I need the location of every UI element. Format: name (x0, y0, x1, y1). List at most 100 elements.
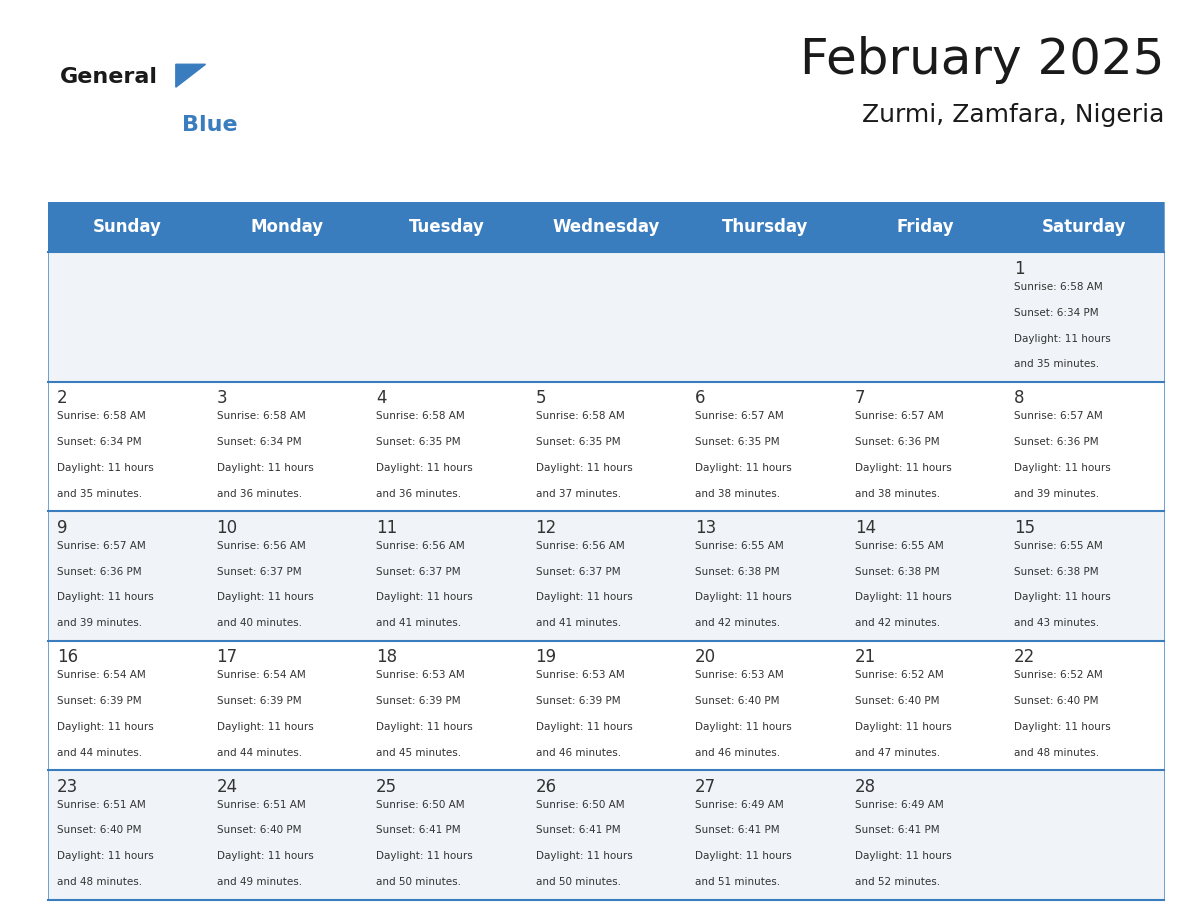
Text: Sunrise: 6:51 AM: Sunrise: 6:51 AM (216, 800, 305, 810)
Text: Sunday: Sunday (93, 218, 162, 236)
Text: 4: 4 (377, 389, 386, 408)
Text: Daylight: 11 hours: Daylight: 11 hours (536, 463, 632, 473)
Text: 21: 21 (854, 648, 876, 666)
Text: and 46 minutes.: and 46 minutes. (695, 748, 781, 757)
Text: Daylight: 11 hours: Daylight: 11 hours (536, 851, 632, 861)
Text: Sunrise: 6:56 AM: Sunrise: 6:56 AM (216, 541, 305, 551)
Text: 7: 7 (854, 389, 865, 408)
Bar (48, 511, 1164, 641)
Text: Daylight: 11 hours: Daylight: 11 hours (854, 592, 952, 602)
Text: Sunset: 6:37 PM: Sunset: 6:37 PM (377, 566, 461, 577)
Text: Sunset: 6:38 PM: Sunset: 6:38 PM (1015, 566, 1099, 577)
Text: Sunset: 6:41 PM: Sunset: 6:41 PM (536, 825, 620, 835)
Text: 1: 1 (1015, 260, 1025, 278)
Text: Daylight: 11 hours: Daylight: 11 hours (695, 463, 792, 473)
Text: Sunrise: 6:50 AM: Sunrise: 6:50 AM (536, 800, 624, 810)
Text: and 35 minutes.: and 35 minutes. (1015, 360, 1099, 369)
Text: 25: 25 (377, 778, 397, 796)
Text: 12: 12 (536, 519, 557, 537)
Text: Sunset: 6:37 PM: Sunset: 6:37 PM (216, 566, 302, 577)
Text: Daylight: 11 hours: Daylight: 11 hours (377, 851, 473, 861)
Text: Wednesday: Wednesday (552, 218, 659, 236)
Text: 15: 15 (1015, 519, 1035, 537)
Text: Sunrise: 6:58 AM: Sunrise: 6:58 AM (536, 411, 625, 421)
Text: Sunset: 6:35 PM: Sunset: 6:35 PM (536, 437, 620, 447)
Text: 19: 19 (536, 648, 557, 666)
Text: Sunset: 6:39 PM: Sunset: 6:39 PM (536, 696, 620, 706)
Text: and 36 minutes.: and 36 minutes. (377, 489, 461, 498)
Text: Daylight: 11 hours: Daylight: 11 hours (1015, 592, 1111, 602)
Text: Sunset: 6:41 PM: Sunset: 6:41 PM (695, 825, 779, 835)
Text: Sunset: 6:39 PM: Sunset: 6:39 PM (57, 696, 141, 706)
Text: and 43 minutes.: and 43 minutes. (1015, 619, 1099, 628)
Text: Sunrise: 6:58 AM: Sunrise: 6:58 AM (57, 411, 146, 421)
Text: and 50 minutes.: and 50 minutes. (536, 878, 620, 887)
Text: 18: 18 (377, 648, 397, 666)
Text: Daylight: 11 hours: Daylight: 11 hours (377, 463, 473, 473)
Text: Sunrise: 6:49 AM: Sunrise: 6:49 AM (695, 800, 784, 810)
Text: and 41 minutes.: and 41 minutes. (377, 619, 461, 628)
Text: Sunrise: 6:56 AM: Sunrise: 6:56 AM (377, 541, 465, 551)
Text: Daylight: 11 hours: Daylight: 11 hours (377, 722, 473, 732)
Text: and 48 minutes.: and 48 minutes. (57, 878, 143, 887)
Text: Sunset: 6:36 PM: Sunset: 6:36 PM (854, 437, 940, 447)
Text: Sunset: 6:36 PM: Sunset: 6:36 PM (57, 566, 141, 577)
Text: Daylight: 11 hours: Daylight: 11 hours (1015, 722, 1111, 732)
Text: 26: 26 (536, 778, 557, 796)
Text: Daylight: 11 hours: Daylight: 11 hours (57, 592, 153, 602)
Text: Sunrise: 6:53 AM: Sunrise: 6:53 AM (377, 670, 465, 680)
Text: 3: 3 (216, 389, 227, 408)
Text: 28: 28 (854, 778, 876, 796)
Text: and 37 minutes.: and 37 minutes. (536, 489, 621, 498)
Text: Friday: Friday (896, 218, 954, 236)
Text: Sunrise: 6:56 AM: Sunrise: 6:56 AM (536, 541, 625, 551)
Text: Sunset: 6:40 PM: Sunset: 6:40 PM (57, 825, 141, 835)
Text: 9: 9 (57, 519, 68, 537)
Text: 6: 6 (695, 389, 706, 408)
Text: 20: 20 (695, 648, 716, 666)
Text: Daylight: 11 hours: Daylight: 11 hours (854, 463, 952, 473)
Text: Monday: Monday (251, 218, 323, 236)
Text: Sunset: 6:35 PM: Sunset: 6:35 PM (377, 437, 461, 447)
Text: Daylight: 11 hours: Daylight: 11 hours (695, 592, 792, 602)
Text: Sunset: 6:36 PM: Sunset: 6:36 PM (1015, 437, 1099, 447)
Text: Sunrise: 6:58 AM: Sunrise: 6:58 AM (377, 411, 465, 421)
Text: Sunset: 6:40 PM: Sunset: 6:40 PM (1015, 696, 1099, 706)
Text: Sunset: 6:35 PM: Sunset: 6:35 PM (695, 437, 779, 447)
Text: Sunset: 6:38 PM: Sunset: 6:38 PM (695, 566, 779, 577)
Text: and 49 minutes.: and 49 minutes. (216, 878, 302, 887)
Text: and 42 minutes.: and 42 minutes. (695, 619, 781, 628)
Bar (48, 252, 1164, 382)
Text: and 41 minutes.: and 41 minutes. (536, 619, 621, 628)
Text: Daylight: 11 hours: Daylight: 11 hours (216, 592, 314, 602)
Text: Thursday: Thursday (722, 218, 809, 236)
Text: and 52 minutes.: and 52 minutes. (854, 878, 940, 887)
Text: 24: 24 (216, 778, 238, 796)
Bar (48, 382, 1164, 511)
Text: 16: 16 (57, 648, 78, 666)
Text: Daylight: 11 hours: Daylight: 11 hours (216, 463, 314, 473)
Text: Sunrise: 6:53 AM: Sunrise: 6:53 AM (695, 670, 784, 680)
Text: Daylight: 11 hours: Daylight: 11 hours (57, 722, 153, 732)
Text: Sunrise: 6:54 AM: Sunrise: 6:54 AM (216, 670, 305, 680)
Text: Sunrise: 6:57 AM: Sunrise: 6:57 AM (57, 541, 146, 551)
Bar (48, 770, 1164, 900)
Text: 8: 8 (1015, 389, 1025, 408)
Text: and 44 minutes.: and 44 minutes. (57, 748, 143, 757)
Text: 14: 14 (854, 519, 876, 537)
Text: Sunset: 6:34 PM: Sunset: 6:34 PM (1015, 308, 1099, 318)
Text: 2: 2 (57, 389, 68, 408)
Text: Tuesday: Tuesday (409, 218, 485, 236)
Text: Sunset: 6:38 PM: Sunset: 6:38 PM (854, 566, 940, 577)
Text: Daylight: 11 hours: Daylight: 11 hours (695, 722, 792, 732)
Text: and 38 minutes.: and 38 minutes. (695, 489, 781, 498)
Text: Sunrise: 6:58 AM: Sunrise: 6:58 AM (216, 411, 305, 421)
Polygon shape (176, 64, 206, 87)
Text: Sunset: 6:40 PM: Sunset: 6:40 PM (854, 696, 940, 706)
Text: General: General (59, 67, 157, 87)
Text: Daylight: 11 hours: Daylight: 11 hours (377, 592, 473, 602)
Text: Zurmi, Zamfara, Nigeria: Zurmi, Zamfara, Nigeria (861, 103, 1164, 127)
Text: Sunset: 6:41 PM: Sunset: 6:41 PM (377, 825, 461, 835)
Text: Sunrise: 6:52 AM: Sunrise: 6:52 AM (854, 670, 943, 680)
Text: and 48 minutes.: and 48 minutes. (1015, 748, 1099, 757)
